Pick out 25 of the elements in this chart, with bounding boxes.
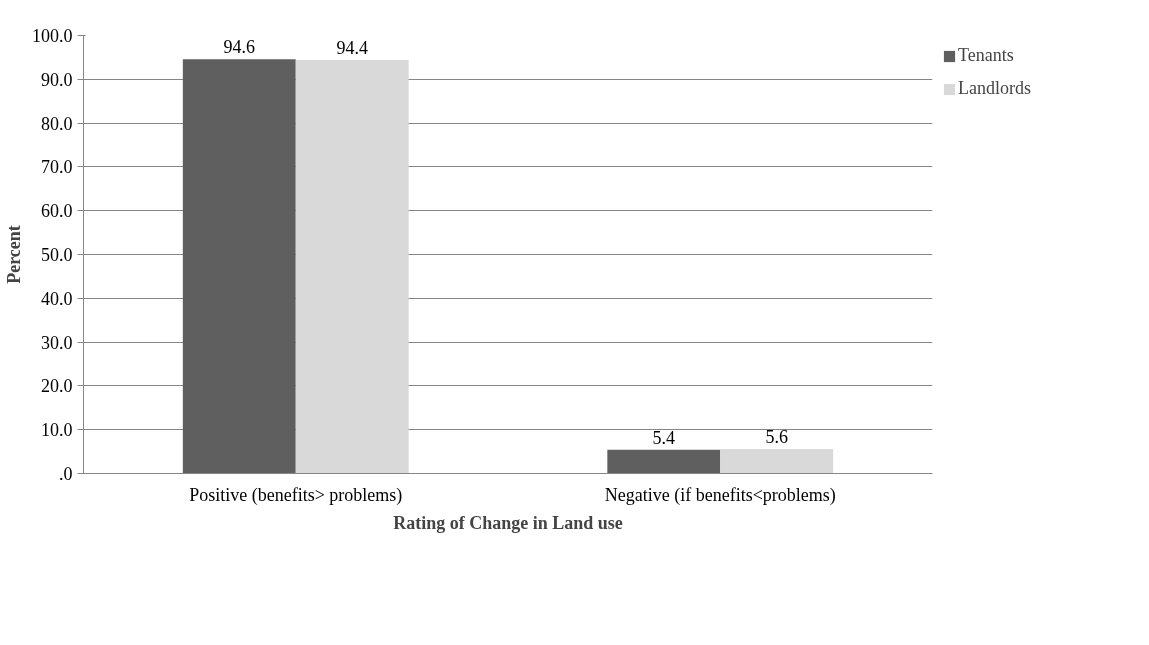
data-label: 94.4 (336, 38, 368, 59)
y-tick-label: 10.0 (41, 420, 73, 441)
y-tick-label: 40.0 (41, 288, 73, 309)
y-tick-label: 90.0 (41, 69, 73, 90)
x-axis-title: Rating of Change in Land use (393, 512, 623, 533)
bar (720, 448, 834, 474)
data-label: 5.4 (652, 427, 676, 448)
y-tick-label: 20.0 (41, 376, 73, 397)
y-axis-title: Percent (4, 225, 24, 284)
bar (295, 60, 409, 474)
bar (182, 59, 296, 474)
y-tick-label: 80.0 (41, 113, 73, 134)
data-label: 94.6 (223, 37, 256, 58)
y-tick-label: 60.0 (41, 201, 73, 222)
y-tick-label: .0 (59, 464, 73, 484)
y-tick-label: 70.0 (41, 157, 73, 178)
y-tick-label: 100.0 (32, 26, 73, 46)
x-tick-label: Negative (if benefits<problems) (604, 484, 836, 506)
legend-label: Tenants (958, 45, 1014, 66)
y-tick-label: 30.0 (41, 332, 73, 353)
data-label: 5.6 (765, 426, 788, 447)
legend-label: Landlords (958, 78, 1031, 99)
bar (607, 449, 721, 474)
y-tick-label: 50.0 (41, 245, 73, 265)
x-tick-label: Positive (benefits> problems) (189, 484, 403, 506)
